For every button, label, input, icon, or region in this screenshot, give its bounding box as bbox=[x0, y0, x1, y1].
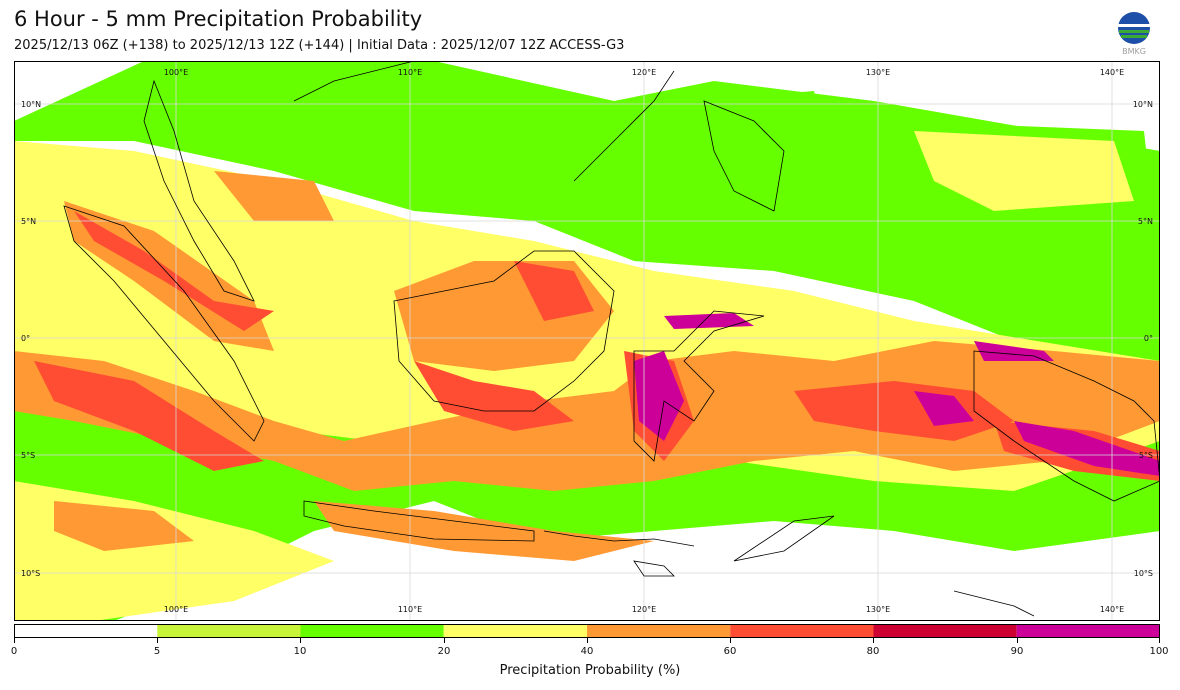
lon-labels-top: 100°E 110°E 120°E 130°E 140°E bbox=[164, 68, 1124, 77]
colorbar-tick-label: 90 bbox=[1010, 646, 1024, 657]
lon-label: 120°E bbox=[632, 605, 656, 614]
colorbar-segment bbox=[1016, 624, 1160, 638]
colorbar-tick-label: 20 bbox=[437, 646, 451, 657]
lat-labels-right: 10°N 5°N 0° 5°S 10°S bbox=[1133, 100, 1153, 578]
lon-label: 110°E bbox=[398, 68, 422, 77]
colorbar-segment bbox=[873, 624, 1017, 638]
lon-label: 140°E bbox=[1100, 605, 1124, 614]
graticule bbox=[14, 61, 1160, 621]
colorbar-tick-mark bbox=[873, 638, 874, 643]
lon-label: 100°E bbox=[164, 605, 188, 614]
colorbar-tick-mark bbox=[1017, 638, 1018, 643]
colorbar-label: Precipitation Probability (%) bbox=[499, 663, 681, 678]
lon-label: 110°E bbox=[398, 605, 422, 614]
colorbar-tick-mark bbox=[444, 638, 445, 643]
lat-label: 10°S bbox=[21, 569, 40, 578]
map-subtitle: 2025/12/13 06Z (+138) to 2025/12/13 12Z … bbox=[14, 38, 625, 53]
lon-label: 130°E bbox=[866, 68, 890, 77]
lon-label: 140°E bbox=[1100, 68, 1124, 77]
logo-text: BMKG bbox=[1122, 47, 1146, 56]
lon-labels-bottom: 100°E 110°E 120°E 130°E 140°E bbox=[164, 605, 1124, 614]
lon-label: 130°E bbox=[866, 605, 890, 614]
colorbar-tick-mark bbox=[587, 638, 588, 643]
bmkg-logo: BMKG bbox=[1118, 12, 1150, 56]
colorbar-tick-label: 80 bbox=[866, 646, 880, 657]
lat-label: 10°S bbox=[1134, 569, 1153, 578]
lat-label: 0° bbox=[1144, 334, 1153, 343]
colorbar-tick-label: 60 bbox=[723, 646, 737, 657]
lon-label: 120°E bbox=[632, 68, 656, 77]
map-title: 6 Hour - 5 mm Precipitation Probability bbox=[14, 7, 423, 31]
colorbar-segment bbox=[300, 624, 444, 638]
colorbar-tick-mark bbox=[1159, 638, 1160, 643]
colorbar-segment bbox=[587, 624, 731, 638]
colorbar-tick-mark bbox=[300, 638, 301, 643]
colorbar-tick-label: 100 bbox=[1149, 646, 1169, 657]
lat-label: 5°N bbox=[21, 217, 36, 226]
colorbar bbox=[14, 624, 1160, 638]
lat-label: 5°S bbox=[1139, 451, 1153, 460]
lat-label: 0° bbox=[21, 334, 30, 343]
colorbar-tick-label: 10 bbox=[293, 646, 307, 657]
lat-label: 5°N bbox=[1138, 217, 1153, 226]
precip-magenta-fields bbox=[634, 313, 1160, 476]
coastlines bbox=[63, 61, 1160, 617]
colorbar-tick-mark bbox=[14, 638, 15, 643]
colorbar-segment bbox=[443, 624, 587, 638]
colorbar-tick-label: 5 bbox=[153, 646, 161, 657]
colorbar-segment bbox=[157, 624, 301, 638]
lat-label: 5°S bbox=[21, 451, 35, 460]
lat-label: 10°N bbox=[21, 100, 41, 109]
colorbar-tick-label: 0 bbox=[10, 646, 18, 657]
lat-labels-left: 10°N 5°N 0° 5°S 10°S bbox=[21, 100, 41, 578]
colorbar-tick-mark bbox=[730, 638, 731, 643]
colorbar-segment bbox=[730, 624, 874, 638]
colorbar-segment bbox=[14, 624, 158, 638]
lon-label: 100°E bbox=[164, 68, 188, 77]
colorbar-tick-label: 40 bbox=[580, 646, 594, 657]
colorbar-tick-mark bbox=[157, 638, 158, 643]
precipitation-map: 100°E 110°E 120°E 130°E 140°E 100°E 110°… bbox=[14, 61, 1160, 621]
map-frame bbox=[14, 61, 1160, 621]
lat-label: 10°N bbox=[1133, 100, 1153, 109]
